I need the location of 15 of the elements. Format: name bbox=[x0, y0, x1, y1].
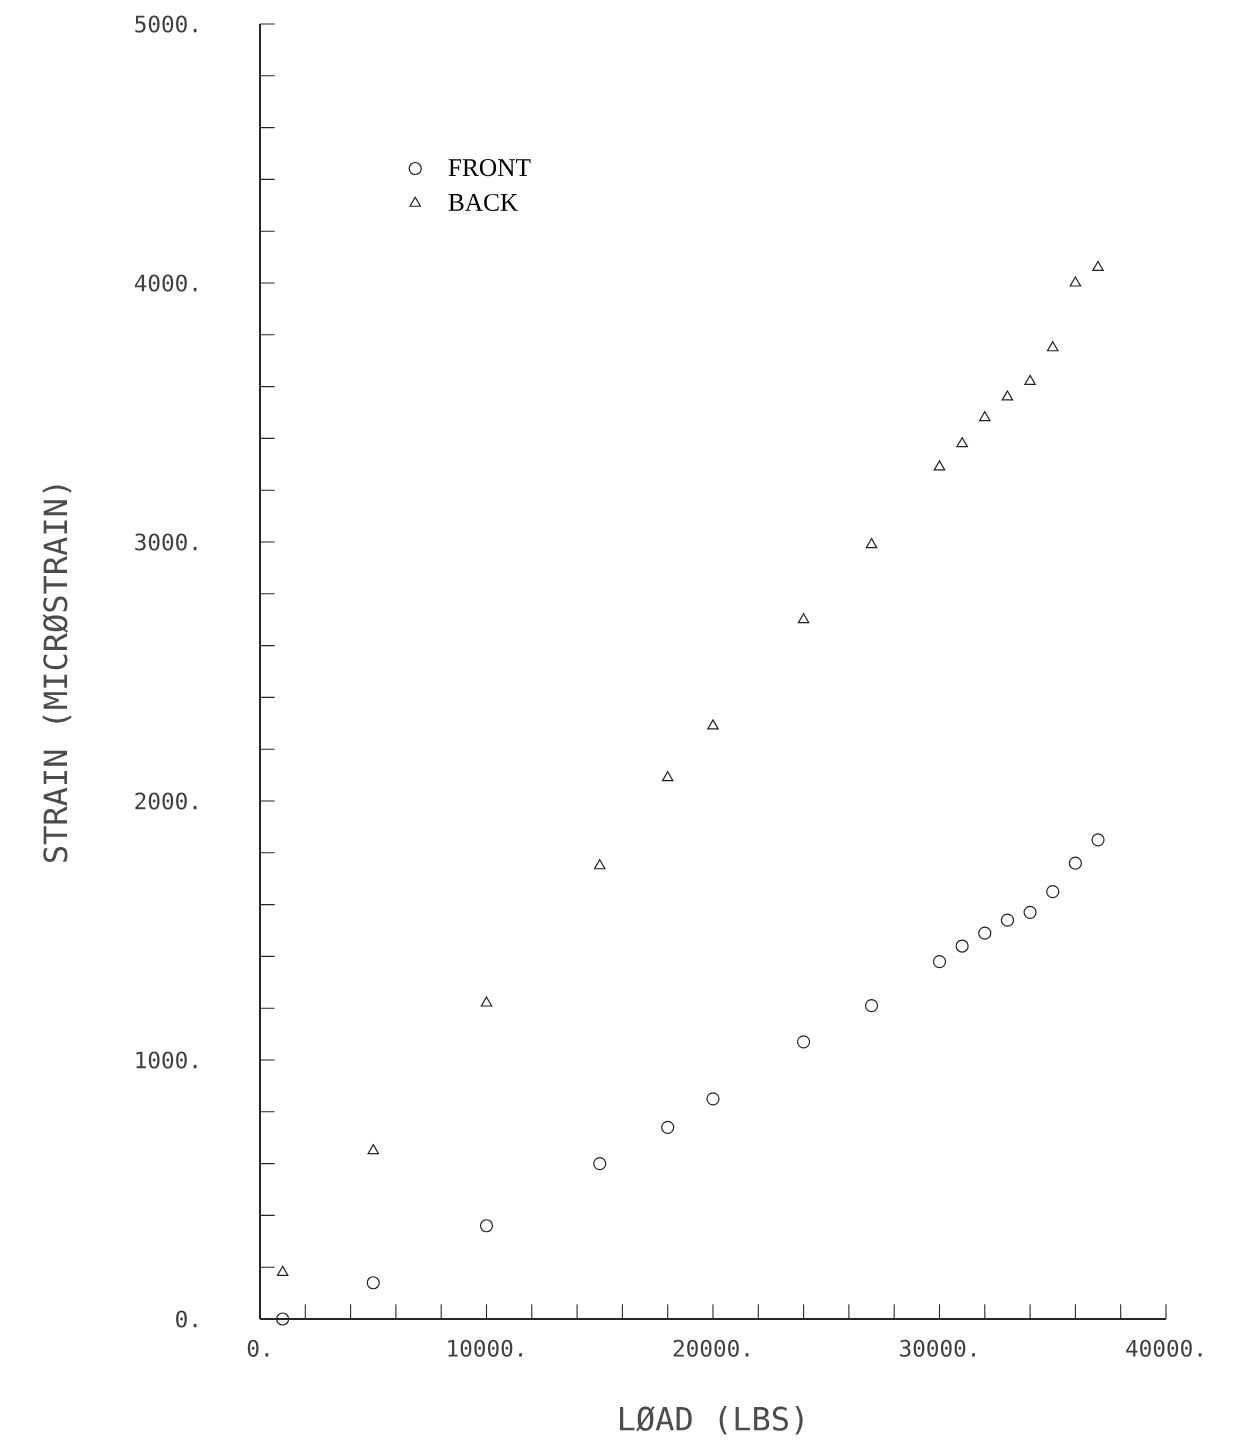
x-tick-label: 20000. bbox=[673, 1339, 749, 1357]
y-tick-label: 0. bbox=[176, 1310, 197, 1328]
x-tick-label: 40000. bbox=[1126, 1339, 1202, 1357]
y-tick-label: 5000. bbox=[135, 15, 197, 33]
y-tick-label: 4000. bbox=[134, 274, 197, 292]
y-tick-label: 3000. bbox=[135, 533, 197, 551]
y-tick-label: 2000. bbox=[135, 792, 197, 810]
x-tick-label: 0. bbox=[247, 1339, 269, 1357]
x-tick-label: 30000. bbox=[900, 1339, 975, 1357]
y-axis-title: STRAIN (MICRØSTRAIN) bbox=[42, 485, 72, 862]
legend-label: BACK bbox=[448, 193, 518, 211]
x-tick-label: 10000. bbox=[448, 1339, 522, 1357]
y-tick-label: 1000. bbox=[136, 1051, 197, 1069]
legend-label: FRONT bbox=[448, 159, 531, 177]
x-axis-title: LØAD (LBS) bbox=[620, 1406, 803, 1435]
